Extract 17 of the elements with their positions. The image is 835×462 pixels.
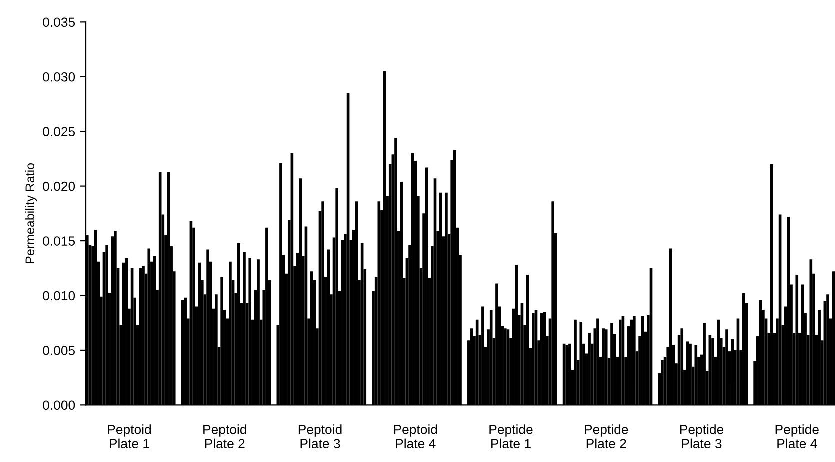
y-axis-title: Permeability Ratio xyxy=(25,163,38,264)
y-tick-label: 0.025 xyxy=(43,127,76,137)
y-tick-label: 0.005 xyxy=(43,346,76,356)
y-tick-label: 0.015 xyxy=(43,236,76,246)
x-tick-label: Peptoid Plate 3 xyxy=(298,424,342,449)
y-tick-label: 0.030 xyxy=(43,72,76,82)
y-tick-label: 0.010 xyxy=(43,291,76,301)
x-tick-label: Peptoid Plate 1 xyxy=(108,424,152,449)
y-tick-label: 0.035 xyxy=(43,18,76,28)
x-tick-label: Peptoid Plate 4 xyxy=(394,424,438,449)
y-tick-label: 0.020 xyxy=(43,182,76,192)
x-tick-label: Peptide Plate 2 xyxy=(585,424,628,449)
x-tick-label: Peptide Plate 1 xyxy=(490,424,533,449)
x-tick-label: Peptide Plate 4 xyxy=(776,424,819,449)
y-tick-label: 0.000 xyxy=(43,400,76,410)
x-tick-label: Peptide Plate 3 xyxy=(680,424,724,449)
x-tick-label: Peptoid Plate 2 xyxy=(204,424,246,449)
